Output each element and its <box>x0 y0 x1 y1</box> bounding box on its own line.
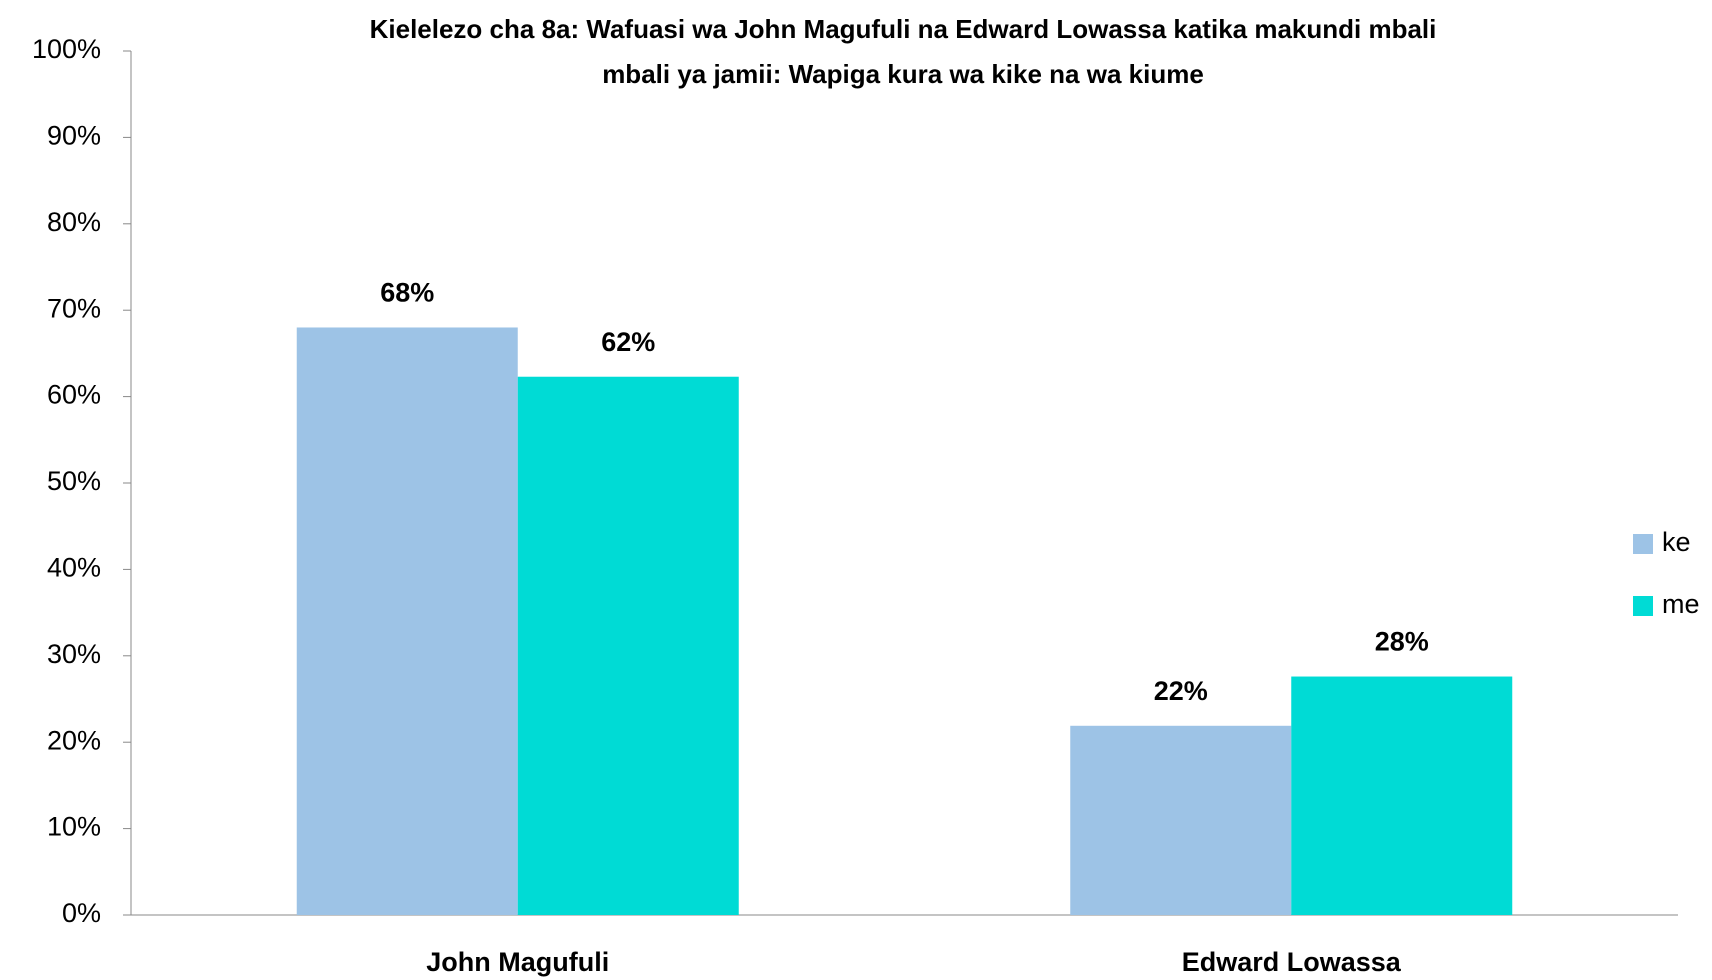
chart-title: Kielelezo cha 8a: Wafuasi wa John Magufu… <box>370 14 1437 44</box>
y-tick-label: 100% <box>32 34 101 64</box>
y-tick-label: 50% <box>47 466 101 496</box>
y-tick-label: 30% <box>47 639 101 669</box>
y-tick-label: 80% <box>47 207 101 237</box>
value-label: 68% <box>380 278 434 308</box>
chart-title: mbali ya jamii: Wapiga kura wa kike na w… <box>602 59 1204 89</box>
y-tick-label: 0% <box>62 898 101 928</box>
y-tick-label: 60% <box>47 380 101 410</box>
y-tick-label: 10% <box>47 812 101 842</box>
bar <box>1291 676 1513 915</box>
y-tick-label: 70% <box>47 293 101 323</box>
value-label: 22% <box>1154 676 1208 706</box>
legend-label: ke <box>1662 527 1691 557</box>
x-tick-label: John Magufuli <box>426 947 609 977</box>
legend-swatch <box>1633 534 1653 554</box>
bar <box>296 327 518 916</box>
y-tick-label: 90% <box>47 121 101 151</box>
x-tick-label: Edward Lowassa <box>1182 947 1402 977</box>
y-tick-label: 40% <box>47 553 101 583</box>
bar <box>517 376 739 915</box>
y-tick-label: 20% <box>47 725 101 755</box>
legend-swatch <box>1633 596 1653 616</box>
value-label: 62% <box>601 327 655 357</box>
value-label: 28% <box>1375 627 1429 657</box>
legend-label: me <box>1662 589 1700 619</box>
bar <box>1070 725 1292 915</box>
